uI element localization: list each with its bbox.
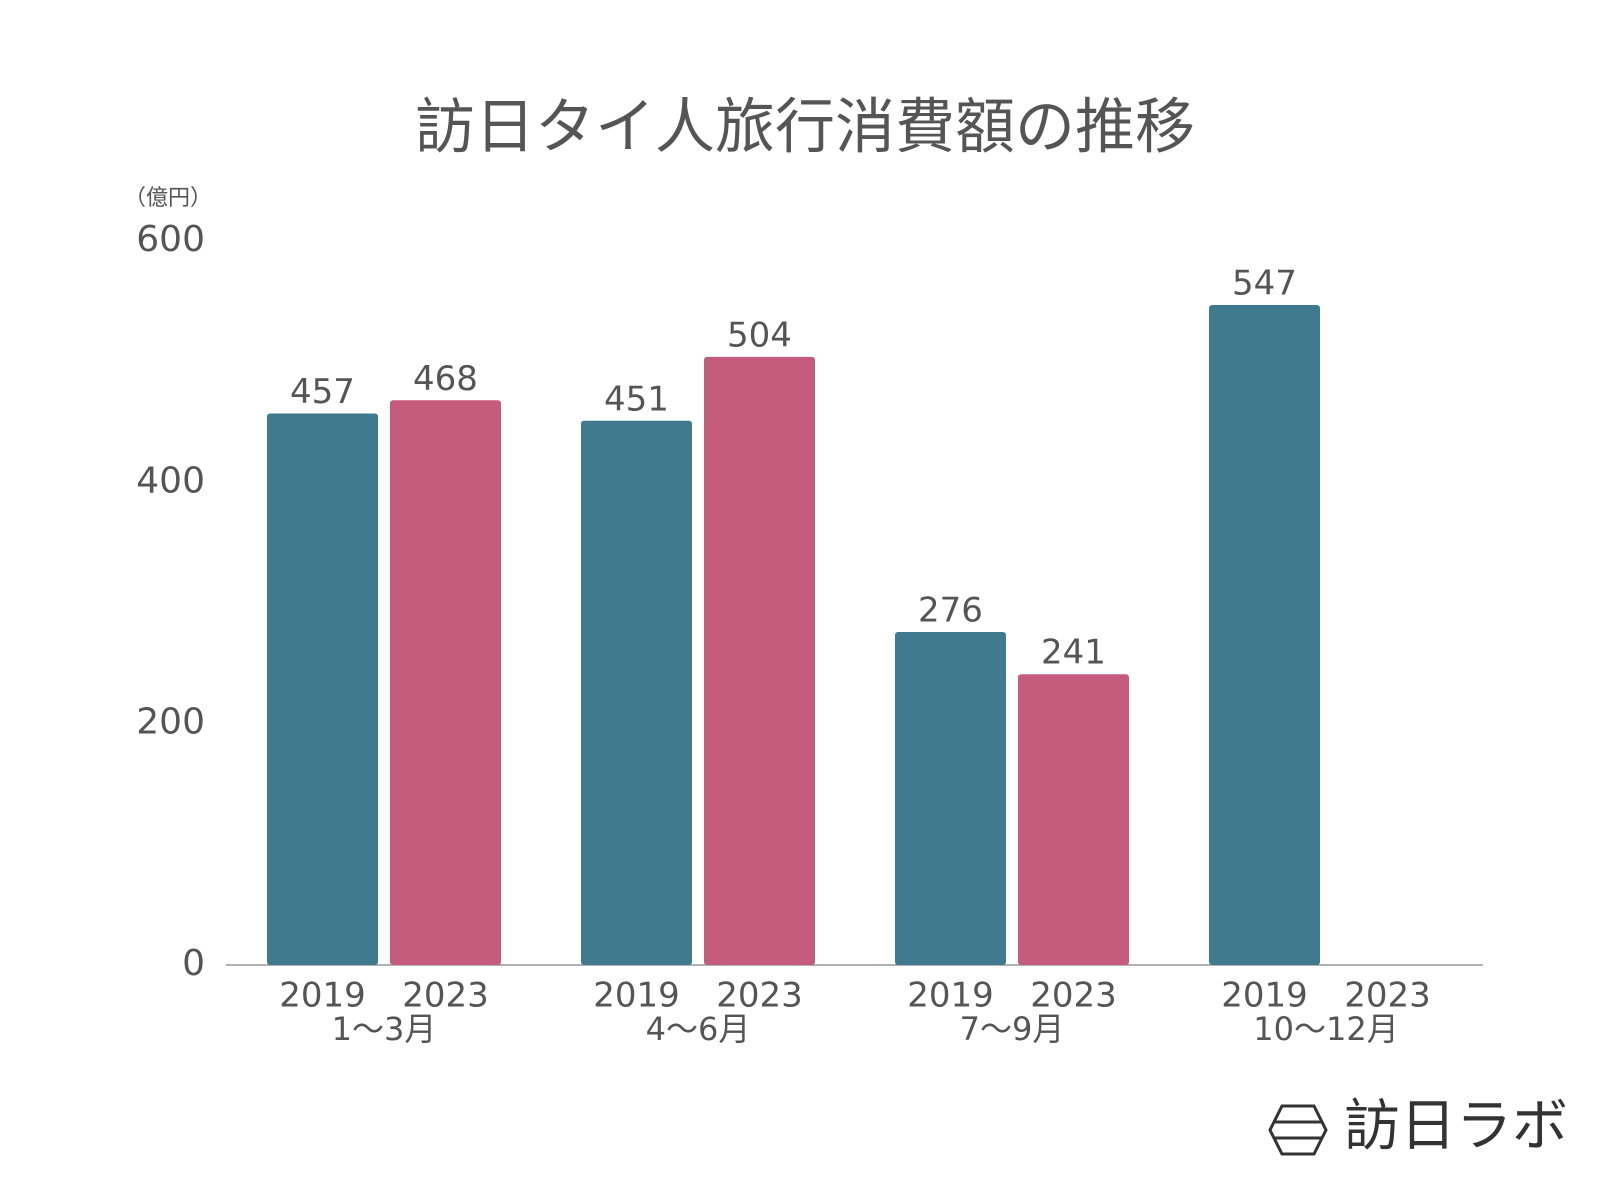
data-label: 547 bbox=[1232, 263, 1297, 303]
data-label: 451 bbox=[604, 379, 669, 419]
data-label: 504 bbox=[727, 315, 792, 355]
x-sub-label: 2023 bbox=[402, 976, 489, 1016]
y-tick-label: 600 bbox=[136, 219, 205, 260]
logo-text: 訪日ラボ bbox=[1344, 1094, 1568, 1159]
y-axis-label: （億円） bbox=[124, 186, 212, 211]
x-sub-label: 2023 bbox=[716, 976, 803, 1016]
data-label: 276 bbox=[918, 590, 983, 630]
data-label: 241 bbox=[1041, 633, 1106, 673]
x-tick-label: 4〜6月 bbox=[646, 1010, 751, 1048]
bar bbox=[390, 400, 501, 965]
data-label: 457 bbox=[290, 372, 355, 412]
x-sub-label: 2019 bbox=[907, 976, 994, 1016]
x-sub-label: 2023 bbox=[1344, 976, 1431, 1016]
bar bbox=[704, 356, 815, 966]
bar bbox=[895, 631, 1006, 965]
logo: 訪日ラボ bbox=[1268, 1094, 1568, 1159]
chart-title: 訪日タイ人旅行消費額の推移 bbox=[415, 93, 1195, 163]
y-tick-label: 400 bbox=[136, 460, 205, 501]
x-tick-label: 7〜9月 bbox=[960, 1010, 1065, 1048]
bar bbox=[1209, 304, 1320, 965]
bar bbox=[267, 413, 378, 965]
x-sub-label: 2019 bbox=[593, 976, 680, 1016]
x-sub-label: 2023 bbox=[1030, 976, 1117, 1016]
x-sub-label: 2019 bbox=[279, 976, 366, 1016]
x-sub-label: 2019 bbox=[1221, 976, 1308, 1016]
logo-icon bbox=[1268, 1104, 1328, 1156]
bar bbox=[1018, 674, 1129, 965]
y-tick-label: 0 bbox=[182, 943, 205, 984]
bar bbox=[581, 420, 692, 965]
y-tick-label: 200 bbox=[136, 702, 205, 743]
x-tick-label: 10〜12月 bbox=[1253, 1010, 1398, 1048]
x-tick-label: 1〜3月 bbox=[332, 1010, 437, 1048]
data-label: 468 bbox=[413, 359, 478, 399]
